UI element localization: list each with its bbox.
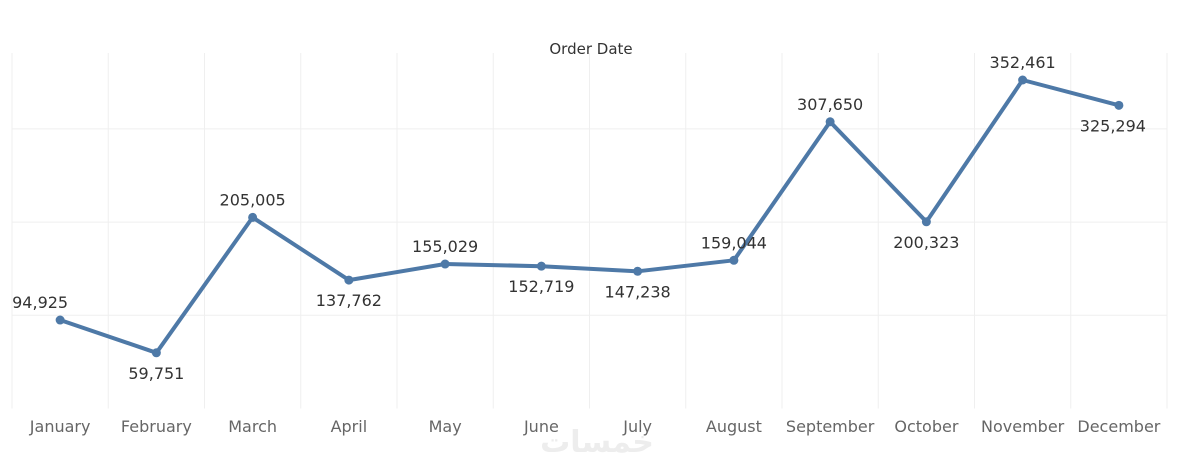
category-separators [11, 52, 1168, 409]
series-layer [58, 78, 1121, 355]
data-label-november: 352,461 [990, 53, 1056, 72]
x-tick-april: April [331, 417, 368, 436]
x-tick-february: February [121, 417, 192, 436]
data-label-july: 147,238 [605, 282, 671, 301]
data-point-march[interactable] [248, 212, 258, 222]
data-label-january: 94,925 [12, 293, 68, 312]
data-point-april[interactable] [344, 275, 354, 285]
x-axis-tick-labels: January February March April May June July Augu… [29, 417, 1161, 436]
data-labels: 94,925 59,751 205,005 137,762 155,029 152,719… [12, 53, 1146, 383]
x-tick-may: May [429, 417, 462, 436]
data-point-january[interactable] [55, 315, 65, 325]
data-label-june: 152,719 [508, 277, 574, 296]
data-label-march: 205,005 [220, 190, 286, 209]
data-point-july[interactable] [633, 266, 643, 276]
x-tick-july: July [622, 417, 652, 436]
data-point-august[interactable] [729, 255, 739, 265]
data-point-december[interactable] [1114, 100, 1124, 110]
data-label-october: 200,323 [893, 233, 959, 252]
x-tick-november: November [981, 417, 1065, 436]
x-tick-december: December [1077, 417, 1160, 436]
data-point-february[interactable] [151, 348, 161, 358]
data-label-september: 307,650 [797, 95, 863, 114]
data-points [55, 75, 1124, 358]
watermark-logo: خمسات [540, 425, 654, 460]
data-point-october[interactable] [921, 217, 931, 227]
chart-title: Order Date [549, 40, 632, 58]
data-label-may: 155,029 [412, 237, 478, 256]
data-label-august: 159,044 [701, 233, 767, 252]
data-label-february: 59,751 [128, 364, 184, 383]
data-point-september[interactable] [825, 117, 835, 127]
data-label-december: 325,294 [1080, 116, 1146, 135]
data-point-november[interactable] [1018, 75, 1028, 85]
data-label-april: 137,762 [316, 291, 382, 310]
x-tick-june: June [523, 417, 559, 436]
x-tick-january: January [29, 417, 91, 436]
data-point-june[interactable] [536, 261, 546, 271]
x-tick-august: August [706, 417, 762, 436]
x-tick-october: October [894, 417, 958, 436]
data-point-may[interactable] [440, 259, 450, 269]
x-tick-september: September [786, 417, 875, 436]
x-tick-march: March [228, 417, 277, 436]
series-line [58, 78, 1121, 355]
